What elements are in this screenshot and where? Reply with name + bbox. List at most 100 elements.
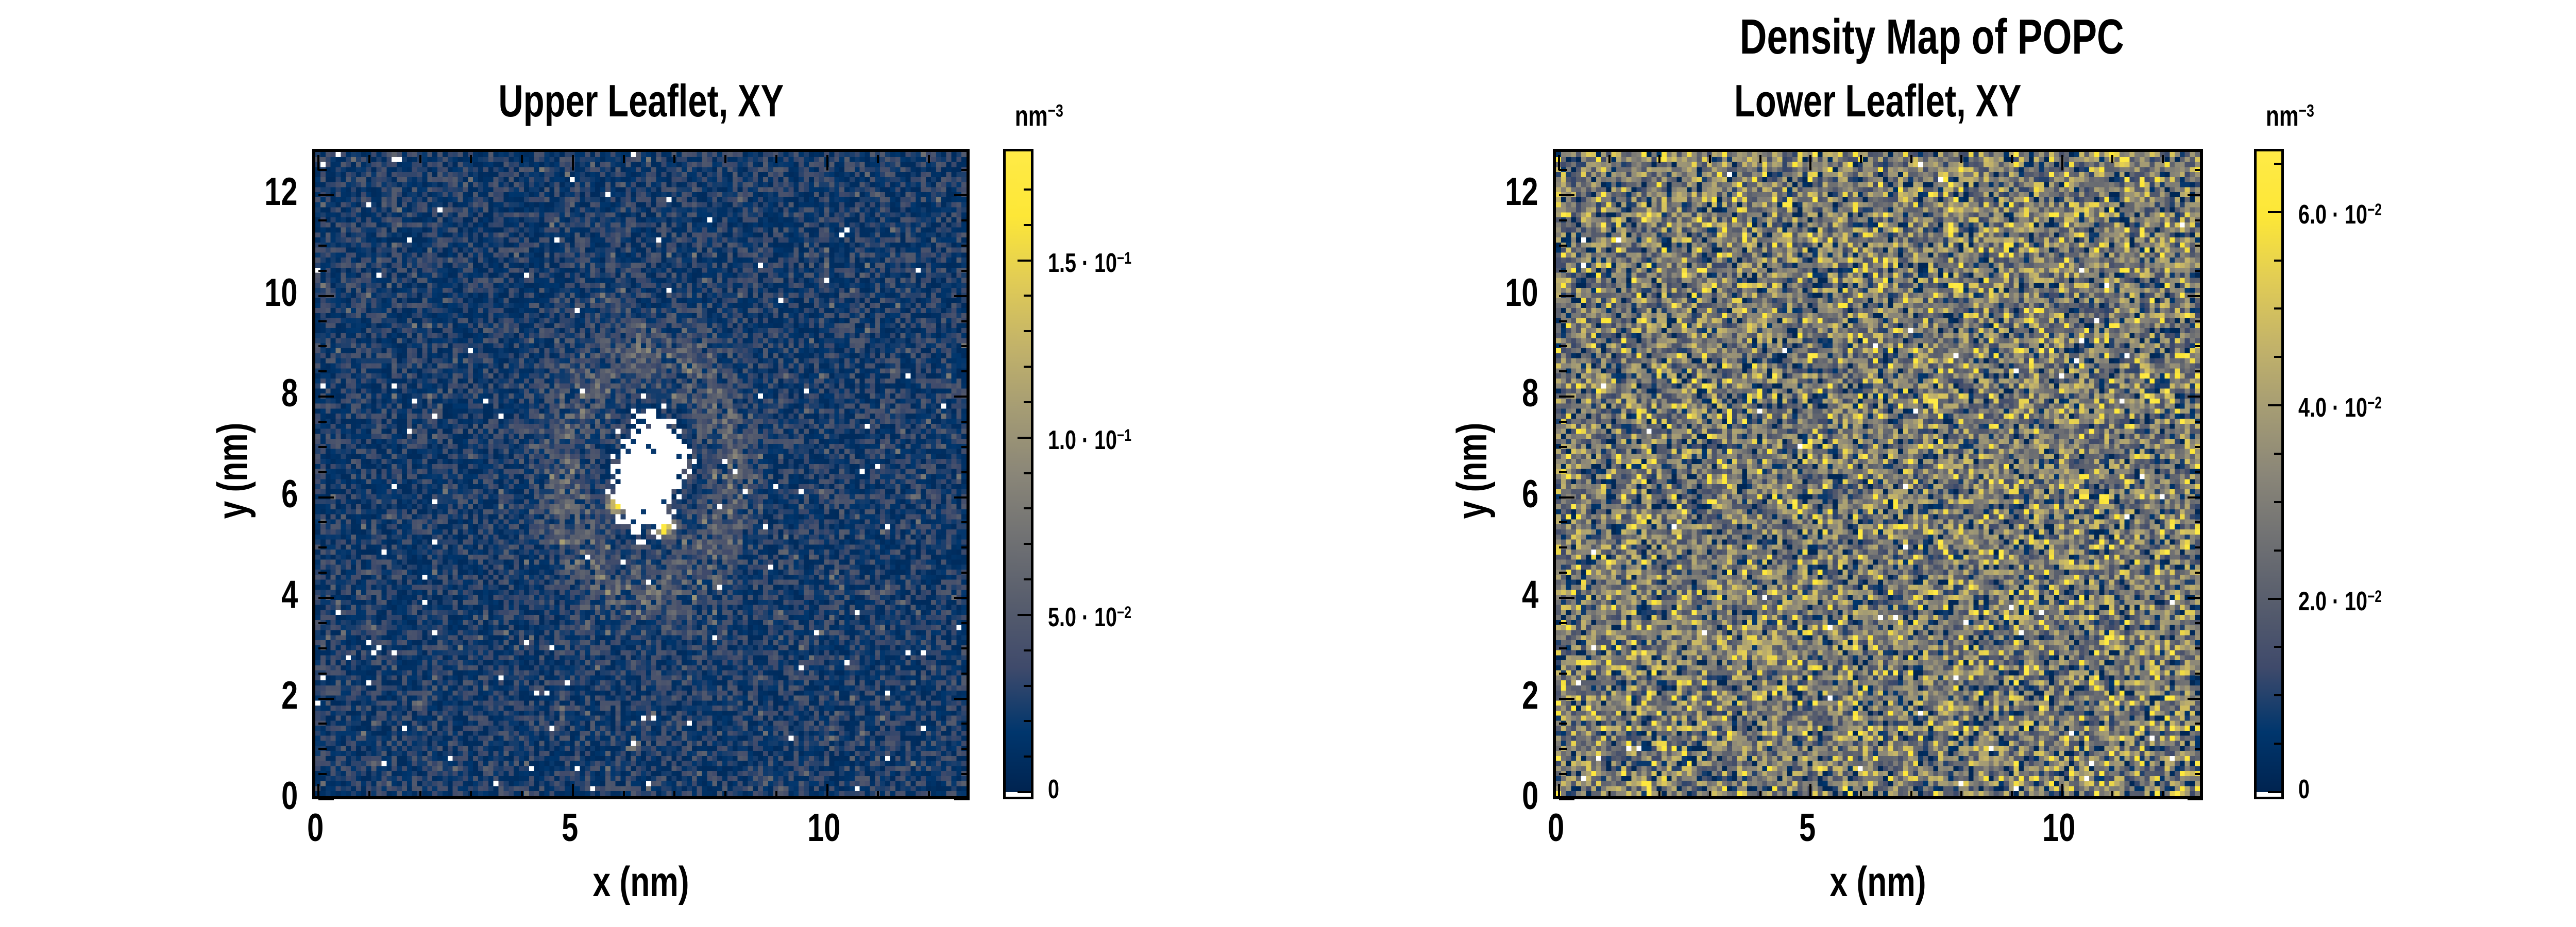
y-tick-label-text: 6 (281, 472, 298, 516)
x-tick-label: 5 (493, 808, 647, 849)
tick (2010, 791, 2013, 799)
tick (2061, 784, 2063, 799)
colorbar-tick-label-text: 1.5 · 10−1 (1048, 248, 1131, 278)
tick (622, 791, 625, 799)
tick (1759, 155, 1761, 163)
x-tick-label: 0 (238, 808, 393, 849)
tick (318, 370, 327, 373)
tick (2195, 748, 2203, 750)
tick (571, 784, 574, 799)
tick (317, 784, 319, 799)
x-tick-label: 10 (1982, 808, 2137, 849)
tick (318, 798, 334, 800)
tick (954, 798, 970, 800)
tick (419, 791, 421, 799)
x-axis-label-lower-leaflet: x (nm) (1553, 860, 2203, 904)
tick (571, 155, 574, 170)
colorbar-minor-tick (2274, 307, 2281, 310)
tick (318, 697, 334, 700)
colorbar-tick (2268, 211, 2281, 213)
x-tick-label: 5 (1730, 808, 1885, 849)
tick (961, 748, 970, 750)
tick (673, 791, 676, 799)
figure-title-text: Density Map of POPC (1740, 9, 2124, 64)
tick (1559, 169, 1567, 171)
y-axis-label-upper-leaflet: y (nm) (209, 316, 256, 625)
tick (961, 169, 970, 171)
tick (954, 496, 970, 499)
colorbar-minor-tick (2274, 162, 2281, 165)
tick (1910, 791, 1912, 799)
tick (1558, 155, 1560, 170)
tick (318, 445, 327, 448)
tick (2195, 445, 2203, 448)
tick (2195, 723, 2203, 725)
tick (961, 269, 970, 272)
colorbar-tick-label: 5.0 · 10−2 (1048, 594, 1285, 636)
tick (1859, 155, 1862, 163)
tick (1708, 155, 1711, 163)
heatmap-canvas-lower-leaflet (1556, 152, 2200, 796)
colorbar-tick-label: 4.0 · 10−2 (2298, 385, 2535, 426)
tick (928, 155, 930, 163)
tick (961, 244, 970, 247)
tick (318, 496, 334, 499)
tick (2195, 773, 2203, 776)
tick (2195, 269, 2203, 272)
colorbar-minor-tick (1024, 507, 1031, 510)
tick (1960, 791, 1963, 799)
tick (2195, 169, 2203, 171)
tick (317, 155, 319, 170)
tick (1809, 784, 1812, 799)
y-tick-label: 8 (133, 373, 298, 414)
tick (1559, 269, 1567, 272)
y-axis-label-text-upper-leaflet: y (nm) (209, 422, 256, 519)
colorbar-lower-leaflet (2254, 149, 2284, 799)
y-tick-label-text: 12 (1505, 170, 1538, 214)
x-tick-label-text: 10 (807, 806, 841, 850)
tick (1859, 791, 1862, 799)
tick (954, 396, 970, 398)
tick (2188, 697, 2203, 700)
tick (1708, 791, 1711, 799)
tick (2161, 155, 2164, 163)
y-tick-label-text: 10 (1505, 270, 1538, 315)
tick (318, 219, 327, 222)
tick (318, 295, 334, 297)
x-axis-label-upper-leaflet: x (nm) (312, 860, 970, 904)
colorbar-tick-label-text: 0 (2298, 775, 2310, 804)
tick (2195, 572, 2203, 574)
tick (318, 244, 327, 247)
tick (1559, 420, 1567, 423)
tick (961, 219, 970, 222)
colorbar-tick-label: 2.0 · 10−2 (2298, 578, 2535, 620)
tick (877, 155, 879, 163)
y-tick-label-text: 0 (281, 774, 298, 818)
tick (368, 791, 370, 799)
y-tick-label: 0 (133, 776, 298, 817)
colorbar-minor-tick (2274, 646, 2281, 648)
tick (961, 521, 970, 524)
colorbar-minor-tick (1024, 188, 1031, 191)
tick (318, 748, 327, 750)
colorbar-zero-strip (1006, 792, 1031, 797)
colorbar-tick-label: 1.5 · 10−1 (1048, 240, 1285, 281)
tick (1960, 155, 1963, 163)
x-tick-label: 0 (1479, 808, 1633, 849)
colorbar-unit-lower-leaflet: nm−3 (2213, 101, 2367, 130)
y-tick-label-text: 4 (1521, 573, 1538, 617)
tick (318, 572, 327, 574)
tick (724, 155, 726, 163)
tick (1608, 155, 1611, 163)
tick (1559, 672, 1567, 675)
tick (1658, 155, 1661, 163)
tick (2195, 647, 2203, 649)
tick (1809, 155, 1812, 170)
tick (1559, 773, 1567, 776)
tick (954, 597, 970, 599)
tick (318, 396, 334, 398)
colorbar-minor-tick (2274, 694, 2281, 697)
colorbar-tick (2268, 404, 2281, 407)
tick (1559, 496, 1574, 499)
colorbar-minor-tick (1024, 401, 1031, 403)
